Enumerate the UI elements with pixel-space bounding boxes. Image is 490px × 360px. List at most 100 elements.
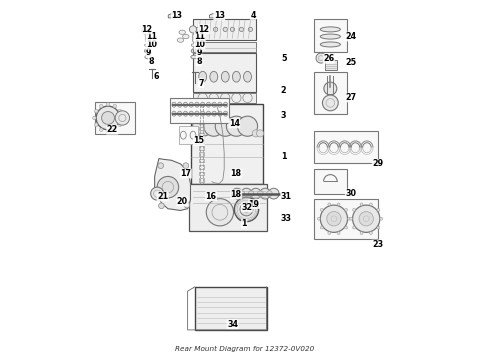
Ellipse shape [189, 102, 194, 107]
Circle shape [248, 191, 254, 197]
Circle shape [204, 116, 224, 136]
Bar [314, 72, 347, 114]
Bar [199, 178, 204, 182]
Text: 6: 6 [153, 72, 159, 81]
Ellipse shape [320, 42, 341, 47]
Text: 8: 8 [148, 57, 154, 66]
Circle shape [120, 116, 123, 120]
Text: 25: 25 [345, 58, 357, 67]
Bar [314, 199, 378, 239]
Circle shape [206, 199, 234, 226]
Text: 12: 12 [198, 25, 210, 34]
Circle shape [320, 208, 323, 211]
Text: 18: 18 [231, 169, 242, 178]
Ellipse shape [210, 71, 218, 82]
Ellipse shape [172, 111, 176, 116]
Text: 19: 19 [248, 199, 260, 208]
Bar [199, 172, 204, 175]
Circle shape [196, 27, 200, 32]
Circle shape [99, 104, 103, 108]
Circle shape [118, 109, 122, 113]
Circle shape [258, 191, 263, 197]
Ellipse shape [221, 71, 229, 82]
Ellipse shape [223, 111, 228, 116]
Text: 22: 22 [107, 125, 118, 134]
Circle shape [239, 191, 245, 197]
Circle shape [320, 205, 347, 232]
Text: 13: 13 [214, 11, 225, 20]
Text: 31: 31 [281, 192, 292, 201]
Text: 12: 12 [141, 25, 152, 34]
Circle shape [157, 176, 179, 198]
Polygon shape [210, 13, 218, 18]
Circle shape [328, 231, 331, 234]
Circle shape [353, 208, 355, 211]
Ellipse shape [183, 102, 188, 107]
Text: 10: 10 [146, 40, 157, 49]
Bar [324, 60, 337, 69]
Text: 9: 9 [146, 48, 151, 57]
Ellipse shape [199, 71, 207, 82]
Circle shape [320, 226, 323, 229]
Circle shape [232, 188, 243, 199]
Circle shape [106, 103, 110, 106]
Text: 11: 11 [194, 32, 205, 41]
Ellipse shape [320, 34, 341, 39]
Circle shape [95, 109, 98, 113]
Circle shape [377, 208, 380, 211]
Circle shape [248, 27, 252, 32]
Circle shape [214, 27, 218, 32]
Ellipse shape [212, 111, 216, 116]
Ellipse shape [244, 71, 251, 82]
Circle shape [230, 27, 235, 32]
Circle shape [115, 111, 129, 125]
Circle shape [250, 188, 261, 199]
Circle shape [193, 116, 213, 136]
Circle shape [377, 226, 380, 229]
Circle shape [252, 130, 259, 137]
Circle shape [244, 207, 249, 212]
Circle shape [328, 203, 331, 206]
Ellipse shape [320, 27, 341, 32]
Text: 16: 16 [205, 192, 217, 201]
Bar [193, 53, 256, 92]
Circle shape [369, 231, 372, 234]
Circle shape [353, 226, 355, 229]
Circle shape [267, 191, 272, 197]
Circle shape [260, 188, 270, 199]
Ellipse shape [195, 102, 199, 107]
Ellipse shape [145, 44, 150, 46]
Bar [199, 165, 204, 169]
Text: 30: 30 [345, 189, 356, 198]
Text: 3: 3 [281, 111, 286, 120]
Circle shape [239, 27, 244, 32]
Circle shape [256, 130, 264, 137]
Circle shape [113, 104, 117, 108]
Circle shape [337, 231, 340, 234]
Bar [199, 127, 204, 130]
Text: 26: 26 [323, 54, 334, 63]
Circle shape [158, 163, 164, 168]
Ellipse shape [232, 71, 240, 82]
Text: 2: 2 [281, 86, 287, 95]
Circle shape [151, 187, 164, 200]
Text: 34: 34 [227, 320, 238, 329]
Circle shape [240, 203, 253, 216]
Circle shape [142, 27, 149, 34]
Bar [193, 41, 256, 52]
Circle shape [96, 106, 120, 130]
Ellipse shape [218, 111, 222, 116]
Bar [199, 120, 204, 124]
Text: 5: 5 [281, 54, 286, 63]
Bar [190, 184, 267, 231]
Circle shape [327, 212, 341, 226]
Ellipse shape [179, 30, 186, 35]
Circle shape [318, 217, 320, 220]
Text: 9: 9 [196, 48, 202, 57]
Bar [199, 107, 204, 111]
Bar [199, 159, 204, 162]
Text: 7: 7 [198, 79, 204, 88]
Ellipse shape [191, 44, 197, 46]
Circle shape [106, 130, 110, 134]
Bar [179, 126, 198, 144]
